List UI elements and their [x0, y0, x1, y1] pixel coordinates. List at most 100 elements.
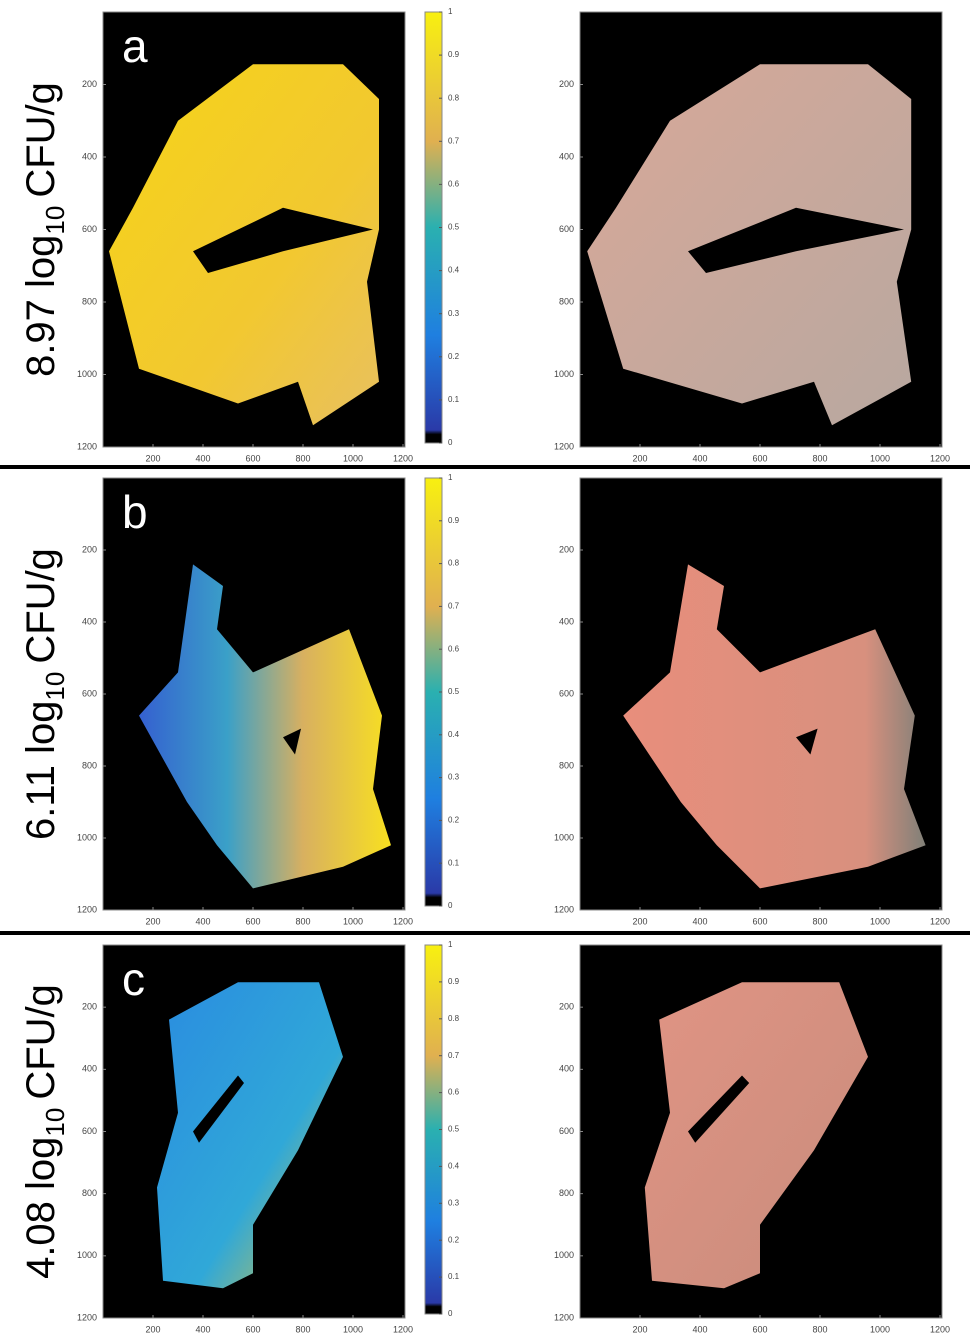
- label-value: 4.08 log: [19, 1137, 63, 1279]
- colorbar-tick-label: 0.1: [448, 1272, 460, 1281]
- y-tick-label: 1200: [554, 1312, 574, 1322]
- y-tick-label: 400: [559, 1064, 574, 1074]
- x-tick-label: 1200: [930, 453, 950, 463]
- y-tick-label: 200: [82, 544, 97, 554]
- colorbar-tick-label: 0.9: [448, 50, 460, 59]
- x-tick-label: 1000: [870, 1324, 890, 1334]
- tissue-gap: [283, 728, 301, 755]
- y-tick-label: 800: [559, 760, 574, 770]
- y-tick-label: 800: [559, 1188, 574, 1198]
- x-tick-label: 600: [752, 1324, 767, 1334]
- y-tick-label: 400: [559, 151, 574, 161]
- x-tick-label: 200: [145, 453, 160, 463]
- x-tick-label: 400: [692, 916, 707, 926]
- colorbar-tick-label: 0.6: [448, 180, 460, 189]
- colorbar-tick-label: 0.2: [448, 816, 460, 825]
- y-tick-label: 200: [559, 79, 574, 89]
- sample-label: 4.08 log10 CFU/g: [19, 984, 70, 1279]
- tissue-gap: [193, 207, 373, 273]
- colorbar-tick-label: 0.8: [448, 93, 460, 102]
- y-tick-label: 400: [559, 616, 574, 626]
- colorbar-tick-label: 0.4: [448, 730, 460, 739]
- y-tick-label: 1200: [77, 904, 97, 914]
- y-tick-label: 1200: [77, 441, 97, 451]
- label-value: 8.97 log: [19, 235, 63, 377]
- y-tick-label: 600: [559, 1126, 574, 1136]
- colorbar-tick-label: 0.6: [448, 1088, 460, 1097]
- x-tick-label: 600: [752, 916, 767, 926]
- label-subscript: 10: [40, 1108, 70, 1137]
- y-tick-label: 1000: [554, 369, 574, 379]
- x-tick-label: 800: [812, 453, 827, 463]
- panel-letter: a: [122, 20, 148, 72]
- label-value: 6.11 log: [19, 701, 63, 840]
- colorbar-tick-label: 0: [448, 438, 453, 447]
- colorbar-tick-label: 0: [448, 901, 453, 910]
- y-tick-label: 1000: [77, 832, 97, 842]
- x-tick-label: 600: [245, 453, 260, 463]
- colorbar-tick-label: 1: [448, 940, 453, 949]
- x-tick-label: 400: [692, 1324, 707, 1334]
- x-tick-label: 200: [145, 916, 160, 926]
- tissue: [623, 564, 926, 889]
- x-tick-label: 200: [145, 1324, 160, 1334]
- colorbar-tick-label: 0: [448, 1309, 453, 1318]
- x-tick-label: 200: [632, 453, 647, 463]
- colorbar-tick-label: 0.7: [448, 1051, 460, 1060]
- y-tick-label: 1000: [554, 832, 574, 842]
- label-unit: CFU/g: [19, 82, 63, 198]
- x-tick-label: 800: [812, 1324, 827, 1334]
- y-tick-label: 1000: [77, 369, 97, 379]
- x-tick-label: 1200: [393, 1324, 413, 1334]
- x-tick-label: 800: [295, 1324, 310, 1334]
- colorbar-tick-label: 0.3: [448, 309, 460, 318]
- x-tick-label: 400: [692, 453, 707, 463]
- y-tick-label: 200: [559, 1002, 574, 1012]
- colorbar-tick-label: 1: [448, 7, 453, 16]
- y-tick-label: 1200: [554, 904, 574, 914]
- colorbar-tick-label: 1: [448, 473, 453, 482]
- panel-letter: b: [122, 486, 148, 538]
- y-tick-label: 200: [82, 1002, 97, 1012]
- colorbar-tick-label: 0.7: [448, 136, 460, 145]
- x-tick-label: 800: [295, 916, 310, 926]
- colorbar-tick-label: 0.9: [448, 977, 460, 986]
- y-tick-label: 400: [82, 616, 97, 626]
- colorbar-tick-label: 0.2: [448, 352, 460, 361]
- colorbar-tick-label: 0.4: [448, 1162, 460, 1171]
- tissue: [644, 982, 868, 1289]
- tissue-gap: [796, 728, 818, 755]
- y-tick-label: 600: [559, 688, 574, 698]
- x-tick-label: 1200: [393, 916, 413, 926]
- x-tick-label: 1200: [930, 1324, 950, 1334]
- x-tick-label: 1000: [343, 453, 363, 463]
- colorbar-tick-label: 0.9: [448, 516, 460, 525]
- label-unit: CFU/g: [19, 548, 63, 664]
- tissue-gap: [688, 207, 904, 273]
- y-tick-label: 1200: [554, 441, 574, 451]
- y-tick-label: 600: [82, 1126, 97, 1136]
- tissue-gap: [688, 1075, 750, 1143]
- colorbar-tick-label: 0.1: [448, 395, 460, 404]
- label-subscript: 10: [40, 672, 70, 701]
- x-tick-label: 600: [245, 916, 260, 926]
- x-tick-label: 1000: [870, 453, 890, 463]
- x-tick-label: 400: [195, 916, 210, 926]
- x-tick-label: 800: [295, 453, 310, 463]
- label-unit: CFU/g: [19, 984, 63, 1100]
- x-tick-label: 800: [812, 916, 827, 926]
- colorbar-tick-label: 0.6: [448, 644, 460, 653]
- y-tick-label: 1000: [554, 1250, 574, 1260]
- label-subscript: 10: [40, 206, 70, 235]
- colorbar-tick-label: 0.3: [448, 1198, 460, 1207]
- y-tick-label: 600: [82, 688, 97, 698]
- colorbar-tick-label: 0.3: [448, 773, 460, 782]
- y-tick-label: 400: [82, 151, 97, 161]
- x-tick-label: 1000: [343, 916, 363, 926]
- x-tick-label: 1200: [930, 916, 950, 926]
- colorbar-tick-label: 0.7: [448, 602, 460, 611]
- y-tick-label: 200: [559, 544, 574, 554]
- x-tick-label: 1200: [393, 453, 413, 463]
- x-tick-label: 600: [752, 453, 767, 463]
